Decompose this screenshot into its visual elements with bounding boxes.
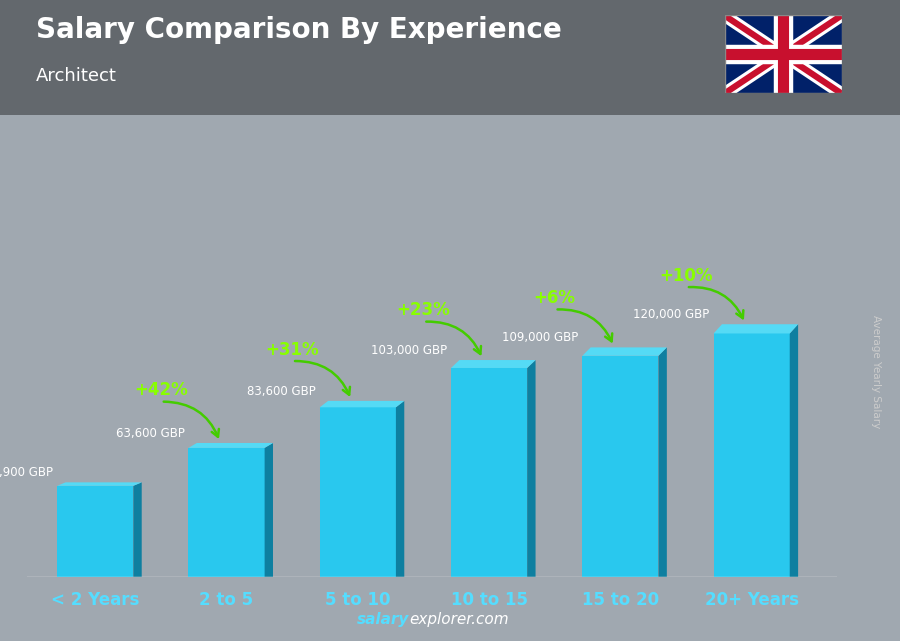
Polygon shape <box>451 368 527 577</box>
Polygon shape <box>133 483 141 577</box>
Text: 63,600 GBP: 63,600 GBP <box>116 427 184 440</box>
Text: salary: salary <box>357 612 410 627</box>
Polygon shape <box>320 401 404 407</box>
Polygon shape <box>396 401 404 577</box>
Polygon shape <box>789 324 798 577</box>
Text: 83,600 GBP: 83,600 GBP <box>248 385 316 398</box>
Polygon shape <box>188 448 265 577</box>
Polygon shape <box>451 360 536 368</box>
Text: 103,000 GBP: 103,000 GBP <box>371 344 447 357</box>
Text: Architect: Architect <box>36 67 117 85</box>
Text: +42%: +42% <box>134 381 188 399</box>
Polygon shape <box>188 443 273 448</box>
Text: +6%: +6% <box>534 289 576 307</box>
Text: Average Yearly Salary: Average Yearly Salary <box>870 315 881 428</box>
Polygon shape <box>58 483 141 486</box>
Text: +31%: +31% <box>266 340 319 358</box>
Polygon shape <box>714 333 789 577</box>
Polygon shape <box>582 356 659 577</box>
Text: +23%: +23% <box>397 301 450 319</box>
Polygon shape <box>58 486 133 577</box>
Text: 120,000 GBP: 120,000 GBP <box>634 308 710 321</box>
Text: 109,000 GBP: 109,000 GBP <box>502 331 579 344</box>
Polygon shape <box>714 324 798 333</box>
Text: explorer.com: explorer.com <box>410 612 509 627</box>
Polygon shape <box>527 360 536 577</box>
Text: Salary Comparison By Experience: Salary Comparison By Experience <box>36 16 562 44</box>
Polygon shape <box>659 347 667 577</box>
Polygon shape <box>265 443 273 577</box>
Polygon shape <box>582 347 667 356</box>
Text: +10%: +10% <box>660 267 713 285</box>
Polygon shape <box>320 407 396 577</box>
Text: 44,900 GBP: 44,900 GBP <box>0 467 53 479</box>
